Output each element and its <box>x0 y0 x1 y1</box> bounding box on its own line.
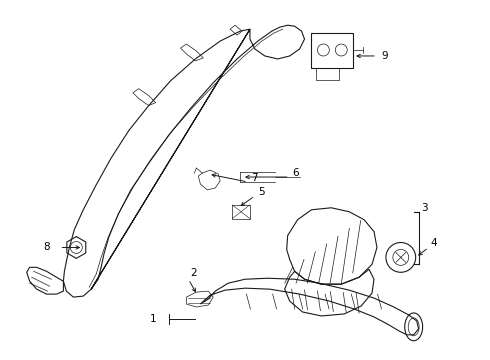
Text: 4: 4 <box>431 238 437 248</box>
Text: 8: 8 <box>43 243 50 252</box>
Text: 6: 6 <box>293 168 299 178</box>
Text: 7: 7 <box>251 173 258 183</box>
Text: 2: 2 <box>190 268 196 278</box>
Text: 1: 1 <box>149 314 156 324</box>
Text: 5: 5 <box>258 187 265 197</box>
Text: 9: 9 <box>381 51 388 61</box>
Text: 3: 3 <box>421 203 428 213</box>
